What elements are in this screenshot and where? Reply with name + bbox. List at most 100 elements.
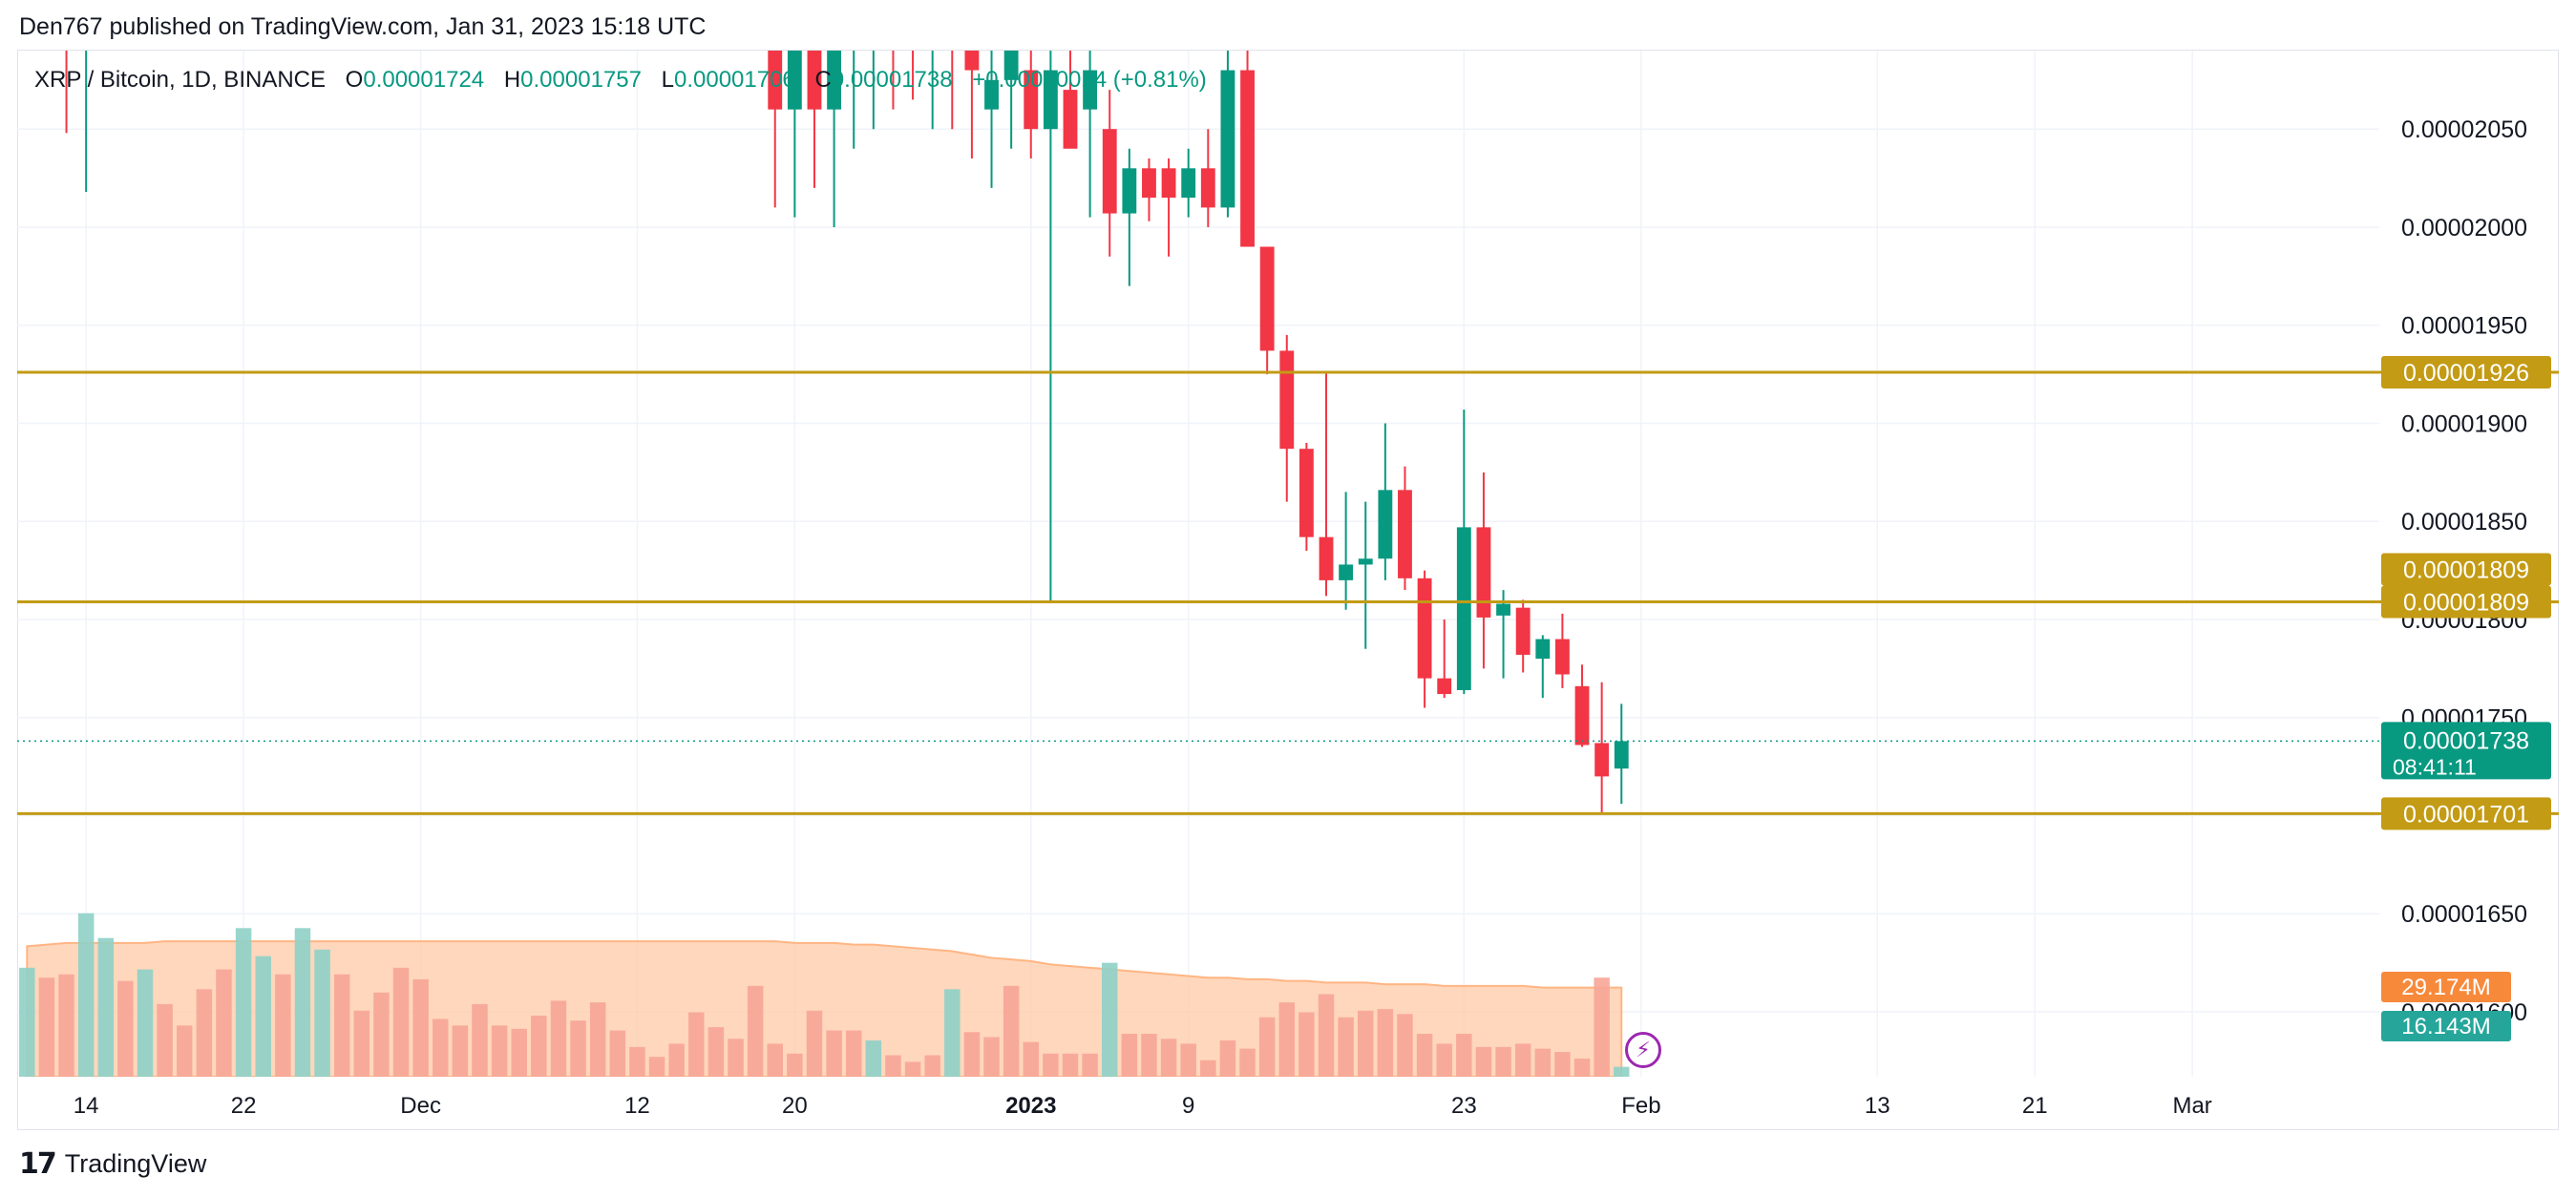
volume-bar: [531, 1015, 547, 1077]
volume-bar: [609, 1030, 626, 1077]
candle: [1220, 51, 1235, 218]
high-label: H: [503, 67, 521, 93]
volume-bar: [1495, 1046, 1511, 1077]
volume-bar: [1200, 1060, 1216, 1077]
candle-body: [1554, 639, 1570, 675]
volume-bar: [157, 1003, 173, 1077]
candle-body: [1259, 246, 1275, 351]
candle: [65, 51, 68, 134]
candle-body: [79, 0, 94, 11]
footer-brand: TradingView: [64, 1149, 207, 1178]
volume-bar: [668, 1043, 685, 1077]
volume-bar: [176, 1025, 193, 1077]
x-tick-label: 20: [782, 1093, 808, 1119]
candle: [944, 51, 960, 130]
candle: [1083, 51, 1098, 218]
volume-bar: [924, 1055, 940, 1077]
candle-body: [787, 51, 802, 110]
candle: [1102, 90, 1117, 257]
symbol-title: XRP / Bitcoin, 1D, BINANCE: [34, 67, 326, 93]
volume-bar: [433, 1018, 449, 1077]
volume-bar: [275, 974, 291, 1077]
y-tick-label: 0.00002050: [2401, 116, 2527, 143]
candle: [1161, 158, 1176, 257]
candle-body: [1535, 639, 1551, 660]
x-tick-label: 13: [1865, 1093, 1890, 1119]
candle: [1358, 501, 1373, 649]
volume-bar: [511, 1028, 527, 1077]
volume-bar: [137, 969, 154, 1077]
volume-bar: [1160, 1039, 1177, 1077]
low-value: 0.00001706: [673, 67, 795, 93]
volume-bar: [1456, 1034, 1472, 1077]
volume-bar: [1475, 1046, 1492, 1077]
volume-bar: [117, 980, 134, 1077]
volume-label-bg: [2381, 972, 2511, 1002]
volume-bar: [826, 1030, 842, 1077]
candle: [1024, 51, 1039, 159]
volume-bar: [392, 967, 410, 1077]
candle: [1496, 590, 1510, 679]
volume-bar: [1219, 1040, 1236, 1077]
level-label: 0.00001926: [2403, 360, 2529, 387]
volume-bar: [767, 1043, 783, 1077]
volume-bar: [491, 1025, 508, 1077]
candle-body: [1142, 168, 1156, 199]
open-value: 0.00001724: [363, 67, 485, 93]
candle-body: [768, 51, 783, 110]
volume-bar: [77, 913, 95, 1077]
volume-bar: [1594, 977, 1610, 1077]
volume-bar: [1397, 1014, 1413, 1077]
candle: [984, 51, 999, 188]
volume-bar: [589, 1002, 606, 1077]
candle-body: [1003, 51, 1019, 80]
close-label: C: [814, 67, 832, 93]
volume-bar: [1338, 1017, 1354, 1077]
flash-icon[interactable]: ⚡: [1625, 1032, 1661, 1068]
candle-body: [827, 51, 842, 110]
candle-body: [1220, 70, 1235, 208]
low-label: L: [661, 67, 674, 93]
candle: [847, 11, 861, 149]
x-tick-label: 22: [231, 1093, 257, 1119]
candle: [1378, 423, 1393, 580]
candle: [118, 0, 133, 11]
volume-bar: [196, 989, 213, 1077]
high-value: 0.00001757: [520, 67, 642, 93]
volume-bar: [235, 928, 252, 1077]
chart-frame: [17, 50, 2559, 1130]
candle: [1259, 246, 1275, 375]
y-tick-label: 0.00001850: [2401, 509, 2527, 536]
candle-body: [1024, 70, 1039, 130]
candle-body: [847, 11, 861, 32]
candle-body: [1378, 490, 1393, 559]
candle-body: [1614, 741, 1629, 769]
candle: [827, 51, 842, 227]
countdown-label: 08:41:11: [2393, 754, 2477, 779]
candle-body: [1299, 449, 1314, 537]
candle-body: [1043, 70, 1058, 130]
candle: [1614, 704, 1629, 805]
x-tick-label: Mar: [2172, 1093, 2211, 1119]
candle-body: [1574, 685, 1590, 746]
candle-body: [1240, 70, 1255, 247]
published-line: Den767 published on TradingView.com, Jan…: [19, 13, 707, 40]
volume-bar: [452, 1025, 469, 1077]
candle: [1003, 51, 1019, 149]
volume-bar: [1180, 1043, 1196, 1077]
level-label-stacked-bg: [2381, 553, 2551, 586]
candle: [872, 51, 875, 130]
footer: 17 TradingView: [19, 1147, 206, 1181]
volume-bar: [58, 974, 74, 1077]
candle: [807, 51, 822, 188]
volume-bar: [1141, 1034, 1157, 1077]
candle: [1339, 492, 1354, 610]
volume-bar: [845, 1030, 862, 1077]
candle-body: [1181, 168, 1196, 199]
candle: [1574, 664, 1590, 747]
level-label-bg: [2381, 356, 2551, 389]
volume-bar: [1318, 994, 1335, 1077]
volume-bar: [19, 967, 35, 1077]
volume-label: 16.143M: [2401, 1014, 2490, 1040]
